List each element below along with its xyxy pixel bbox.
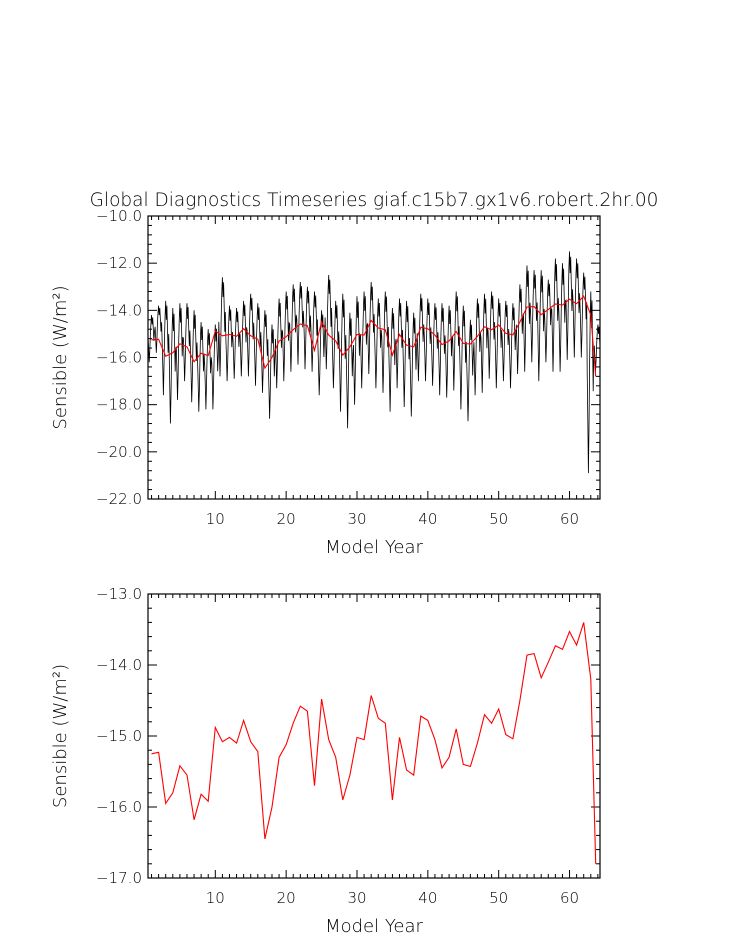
y-tick-label: −17.0: [96, 869, 142, 887]
y-axis-label: Sensible (W/m²): [50, 664, 71, 808]
chart-panel-1: 10 20 30 40 50 60 −22.0 −20.0 −18.0 −16.0 −14.0 −12…: [50, 190, 658, 558]
chart-title: Global Diagnostics Timeseries giaf.c15b7…: [90, 190, 659, 211]
x-tick-label: 30: [347, 889, 366, 907]
plot-area: [151, 622, 597, 864]
x-axis-label: Model Year: [325, 537, 423, 558]
y-tick-label: −18.0: [96, 396, 142, 414]
y-tick-label: −14.0: [96, 656, 142, 674]
chart-panel-2: 10 20 30 40 50 60 −17.0 −16.0 −15.0 −14.0 −13.0 Mod…: [50, 585, 601, 937]
y-tick-label: −22.0: [96, 490, 142, 508]
x-tick-label: 20: [277, 510, 296, 528]
y-tick-label: −14.0: [96, 301, 142, 319]
x-tick-label: 60: [560, 889, 579, 907]
y-tick-label: −13.0: [96, 585, 142, 603]
series-annual-line: [151, 295, 597, 377]
y-tick-label: −12.0: [96, 254, 142, 272]
x-tick-label: 30: [347, 510, 366, 528]
y-axis-label: Sensible (W/m²): [50, 285, 71, 429]
series-annual-line: [151, 622, 597, 864]
series-monthly-line: [148, 251, 600, 474]
x-tick-label: 40: [418, 889, 437, 907]
x-axis-label: Model Year: [325, 916, 423, 937]
x-tick-label: 40: [418, 510, 437, 528]
x-tick-label: 50: [489, 889, 508, 907]
x-tick-label: 60: [560, 510, 579, 528]
y-tick-label: −16.0: [96, 349, 142, 367]
x-tick-label: 20: [277, 889, 296, 907]
x-tick-label: 10: [206, 510, 225, 528]
y-tick-label: −20.0: [96, 443, 142, 461]
plot-area: [148, 251, 600, 474]
y-tick-label: −10.0: [96, 207, 142, 225]
y-tick-label: −15.0: [96, 727, 142, 745]
x-tick-label: 50: [489, 510, 508, 528]
y-tick-label: −16.0: [96, 798, 142, 816]
x-tick-label: 10: [206, 889, 225, 907]
plot-frame: [147, 593, 601, 879]
